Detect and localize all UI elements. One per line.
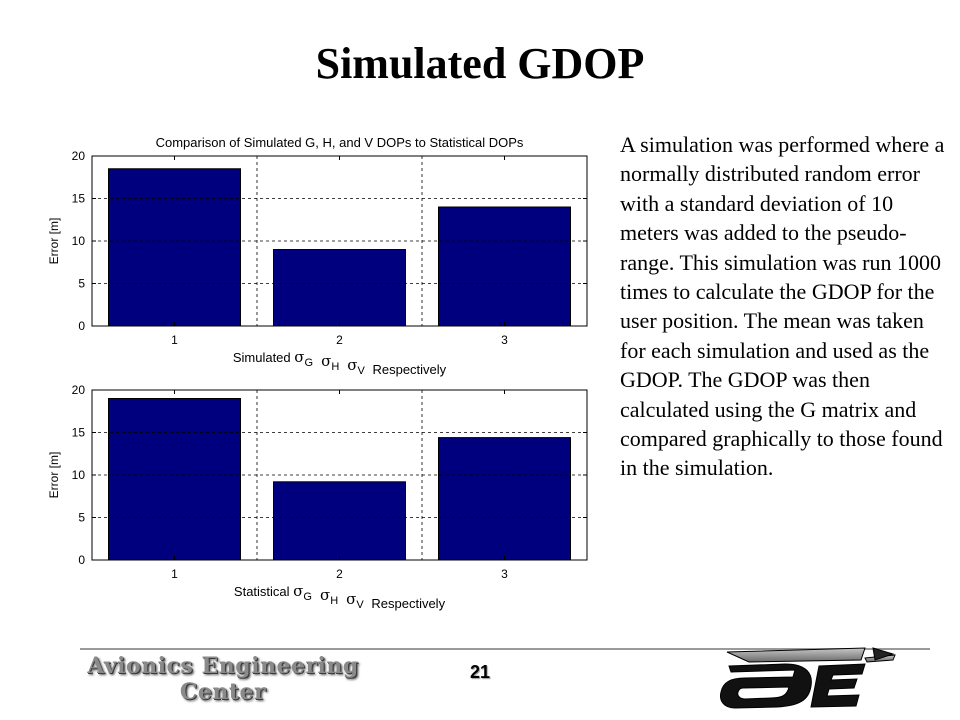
x-axis-label-suffix: Respectively: [368, 596, 446, 611]
x-axis-label-suffix: Respectively: [369, 362, 447, 377]
y-axis-label: Error [m]: [47, 452, 61, 499]
footer-logo-line-1: Avionics Engineering: [87, 653, 359, 679]
bar-1: [108, 398, 241, 561]
y-tick-label: 0: [78, 553, 85, 567]
y-tick-label: 10: [72, 234, 86, 248]
y-tick-label: 10: [72, 468, 86, 482]
y-tick-label: 0: [78, 319, 85, 333]
chart-title: Comparison of Simulated G, H, and V DOPs…: [156, 135, 524, 150]
x-axis-label: Statistical σG σH σV Respectively: [234, 582, 446, 611]
aec-logo-icon: [720, 647, 896, 709]
footer-logo-text: Avionics Engineering Center: [78, 653, 368, 705]
footer-divider: [80, 648, 930, 650]
x-tick-label: 1: [171, 567, 178, 581]
sigma-subscript: H: [330, 595, 338, 607]
bar-1: [108, 168, 241, 327]
sigma-symbol: σ: [346, 590, 356, 608]
x-axis-label-prefix: Statistical: [234, 584, 293, 599]
y-axis-label: Error [m]: [47, 218, 61, 265]
description-text: A simulation was performed where a norma…: [620, 132, 945, 481]
chart-area: Comparison of Simulated G, H, and V DOPs…: [47, 135, 588, 611]
sigma-symbol: σ: [320, 586, 330, 604]
sigma-subscript: G: [305, 357, 314, 369]
x-tick-label: 1: [171, 333, 178, 347]
footer-logo-line-2: Center: [179, 679, 267, 705]
bar-2: [273, 481, 406, 561]
sigma-symbol: σ: [293, 582, 303, 600]
sigma-symbol: σ: [321, 352, 331, 370]
sigma-subscript: G: [303, 591, 312, 603]
y-tick-label: 15: [72, 192, 86, 206]
slide-title: Simulated GDOP: [315, 39, 645, 88]
x-tick-label: 3: [501, 567, 508, 581]
chart-panel-1: Comparison of Simulated G, H, and V DOPs…: [47, 135, 588, 377]
sigma-symbol: σ: [294, 348, 304, 366]
y-tick-label: 15: [72, 426, 86, 440]
bar-3: [438, 437, 571, 561]
x-tick-label: 3: [501, 333, 508, 347]
sigma-subscript: V: [356, 599, 364, 611]
page-number: 21: [469, 662, 491, 682]
sigma-subscript: V: [358, 365, 366, 377]
y-tick-label: 20: [72, 383, 86, 397]
sigma-symbol: σ: [347, 356, 357, 374]
bar-3: [438, 206, 571, 327]
x-axis-label: Simulated σG σH σV Respectively: [233, 348, 447, 377]
x-axis-label-prefix: Simulated: [233, 350, 294, 365]
y-tick-label: 20: [72, 149, 86, 163]
sigma-subscript: H: [331, 361, 339, 373]
y-tick-label: 5: [78, 511, 85, 525]
x-tick-label: 2: [336, 333, 343, 347]
x-tick-label: 2: [336, 567, 343, 581]
y-tick-label: 5: [78, 277, 85, 291]
bar-2: [273, 249, 406, 327]
